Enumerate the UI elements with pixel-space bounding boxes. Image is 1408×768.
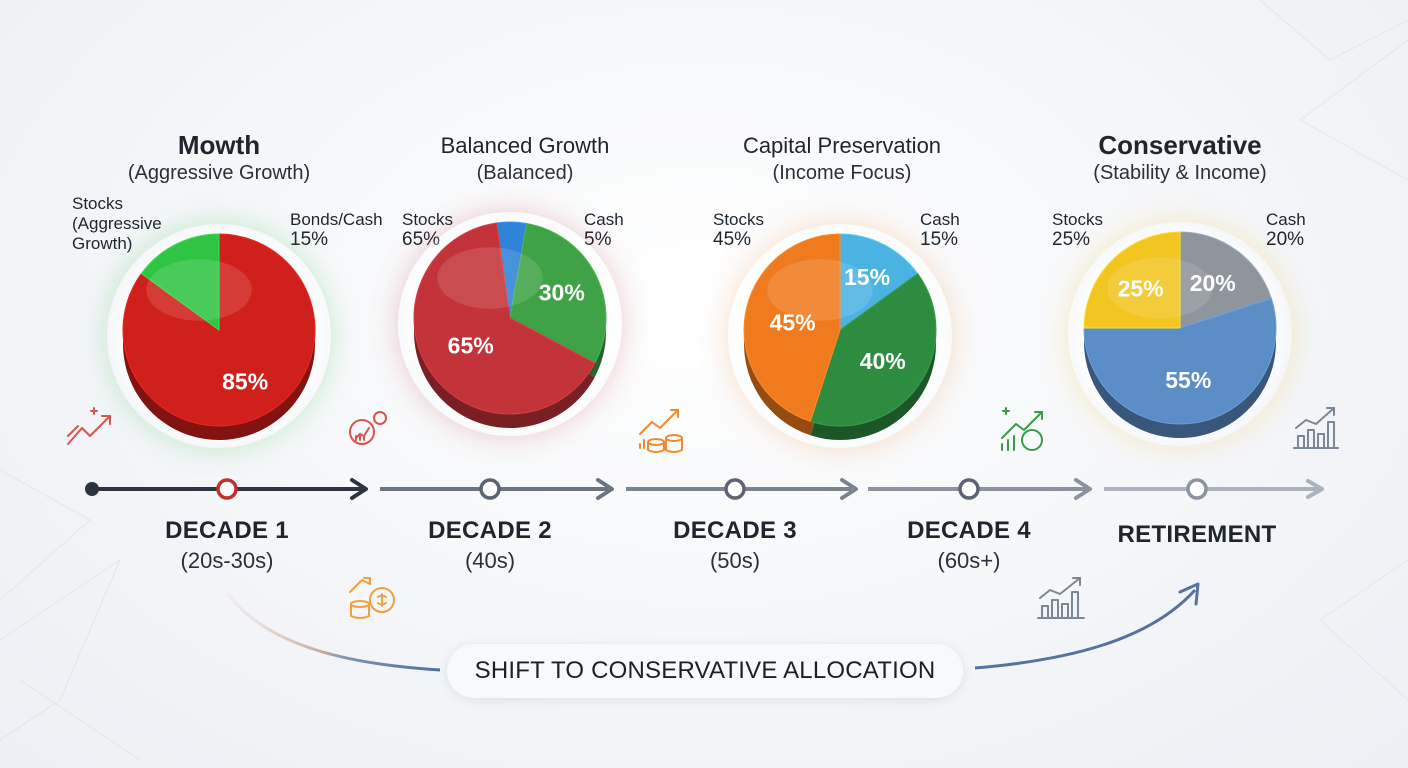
pie-data-label: 40% xyxy=(860,348,906,374)
stage-title: Conservative xyxy=(1098,130,1262,160)
pie-data-label: 20% xyxy=(1190,270,1236,296)
corner-label-text: Growth) xyxy=(72,234,133,253)
pie-sheen xyxy=(146,259,252,321)
stage-title: Capital Preservation xyxy=(742,133,942,158)
timeline-label-sub: (20s-30s) xyxy=(180,548,274,573)
pie-slice-bonds xyxy=(1083,297,1277,425)
pie-sheen xyxy=(1107,257,1213,319)
timeline-label-sub: (40s) xyxy=(464,548,516,573)
corner-label-text: Bonds/Cash xyxy=(290,210,383,229)
timeline-label-main: DECADE 3 xyxy=(673,517,797,544)
timeline-label-sub: (60s+) xyxy=(937,548,1001,573)
pie-data-label: 65% xyxy=(448,333,494,359)
timeline-label-4: DECADE 4 (60s+) xyxy=(859,516,1079,576)
corner-label-text: Stocks xyxy=(713,210,765,229)
money-growth-icon xyxy=(1001,407,1043,451)
corner-label-right: Bonds/Cash 15% xyxy=(290,210,383,250)
stage-subtitle: (Balanced) xyxy=(476,162,574,184)
stage-title: Mowth xyxy=(177,130,261,160)
pie-data-label: 30% xyxy=(539,280,585,306)
timeline-label-2: DECADE 2 (40s) xyxy=(380,516,600,576)
pie-slice-cash xyxy=(1179,231,1272,329)
timeline-label-main: RETIREMENT xyxy=(1117,521,1277,548)
shift-label: SHIFT TO CONSERVATIVE ALLOCATION xyxy=(474,657,936,684)
corner-label-text: Cash xyxy=(584,210,624,229)
corner-label-pct: 5% xyxy=(584,229,612,250)
corner-label-right: Cash 20% xyxy=(1266,210,1306,250)
trend-arrow-icon xyxy=(67,407,111,445)
coin-growth-icon xyxy=(349,411,387,445)
coin-stack-icon-2 xyxy=(349,577,395,619)
corner-label-text: Stocks xyxy=(72,194,124,213)
corner-label-pct: 20% xyxy=(1266,229,1305,250)
stage-subtitle: (Stability & Income) xyxy=(1093,162,1267,184)
coin-stack-icon xyxy=(639,409,683,453)
pie-data-label: 15% xyxy=(844,264,890,290)
corner-label-left: Stocks 25% xyxy=(1052,210,1103,250)
corner-label-text: (Aggressive xyxy=(72,214,162,233)
corner-label-pct: 45% xyxy=(713,229,752,250)
timeline-label-main: DECADE 4 xyxy=(907,517,1031,544)
corner-label-pct: 15% xyxy=(290,229,329,250)
pie-slice-bonds xyxy=(809,272,937,427)
pie-sheen xyxy=(437,247,543,309)
bar-chart-icon-2 xyxy=(1037,577,1085,619)
pie-data-label: 85% xyxy=(222,368,268,394)
corner-label-text: Cash xyxy=(920,210,960,229)
pie-slice-cash xyxy=(839,233,919,331)
pie-data-label: 55% xyxy=(1165,367,1211,393)
corner-label-text: Stocks xyxy=(402,210,454,229)
pie-slice-bonds-cash xyxy=(140,233,220,331)
corner-label-text: Stocks xyxy=(1052,210,1104,229)
corner-label-left: Stocks 45% xyxy=(713,210,764,250)
corner-label-pct: 15% xyxy=(920,229,959,250)
pie-sheen xyxy=(767,259,873,321)
shift-label-pill: SHIFT TO CONSERVATIVE ALLOCATION xyxy=(447,644,963,698)
bar-chart-icon xyxy=(1293,407,1339,449)
timeline-label-5: RETIREMENT xyxy=(1087,520,1307,550)
stage-subtitle: (Aggressive Growth) xyxy=(127,162,311,184)
pie-slice-bonds xyxy=(509,222,607,364)
timeline-label-sub: (50s) xyxy=(709,548,761,573)
corner-label-pct: 25% xyxy=(1052,229,1091,250)
corner-label-text: Cash xyxy=(1266,210,1306,229)
stage-subtitle: (Income Focus) xyxy=(772,162,912,184)
stage-title: Balanced Growth xyxy=(440,133,610,158)
timeline-label-1: DECADE 1 (20s-30s) xyxy=(117,516,337,576)
pie-data-label: 45% xyxy=(770,309,816,335)
corner-label-right: Cash 5% xyxy=(584,210,624,250)
corner-label-left: Stocks (Aggressive Growth) xyxy=(72,194,162,254)
pie-slice-stocks xyxy=(1083,231,1181,329)
timeline-label-main: DECADE 2 xyxy=(428,517,552,544)
timeline-label-3: DECADE 3 (50s) xyxy=(625,516,845,576)
pie-data-label: 25% xyxy=(1118,276,1164,302)
corner-label-right: Cash 15% xyxy=(920,210,960,250)
pie-slice-stocks xyxy=(743,233,841,422)
timeline-label-main: DECADE 1 xyxy=(165,517,289,544)
pie-slice-stocks xyxy=(413,222,596,415)
